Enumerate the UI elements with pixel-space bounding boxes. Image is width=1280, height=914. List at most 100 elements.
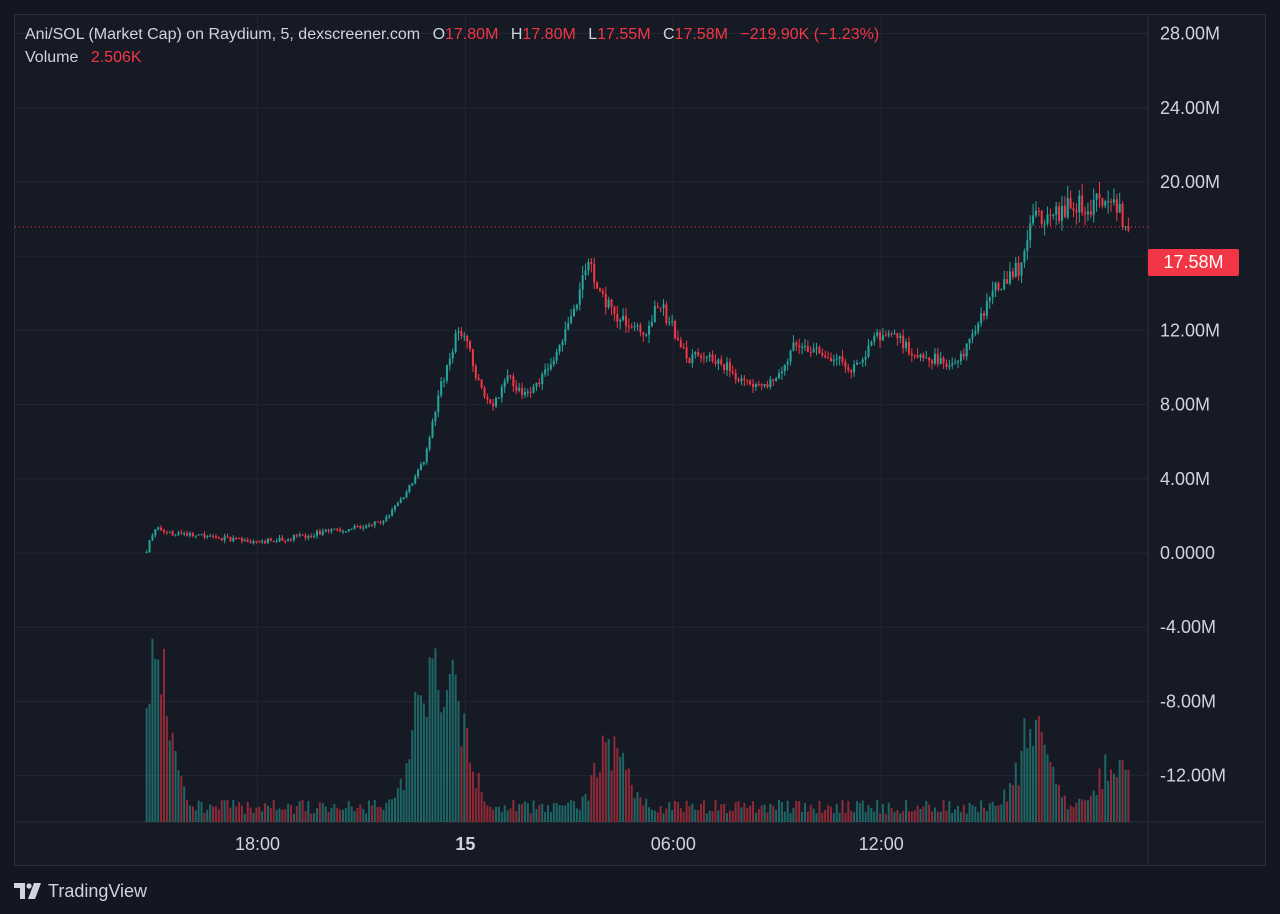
- candlestick-series[interactable]: [145, 181, 1130, 554]
- volume-bar: [316, 808, 319, 822]
- volume-bar: [529, 813, 532, 822]
- volume-bar: [385, 802, 388, 822]
- volume-bar: [307, 801, 310, 822]
- tradingview-branding[interactable]: TradingView: [14, 878, 147, 904]
- volume-bar: [962, 804, 965, 822]
- candle-body: [962, 353, 965, 357]
- candle-body: [945, 363, 948, 367]
- volume-label[interactable]: Volume: [25, 49, 79, 66]
- volume-bar: [951, 813, 954, 822]
- volume-bar: [148, 703, 151, 822]
- volume-bar: [509, 808, 512, 822]
- candle-body: [858, 362, 861, 364]
- close-value: 17.58M: [674, 26, 728, 43]
- volume-bar: [414, 692, 417, 822]
- price-tick-label: 24.00M: [1160, 98, 1220, 118]
- candle-body: [209, 535, 212, 537]
- volume-bar: [858, 803, 861, 822]
- volume-bar: [665, 808, 668, 822]
- volume-bar: [902, 811, 905, 822]
- volume-bar: [165, 716, 168, 822]
- price-axis[interactable]: 28.00M24.00M20.00M16.00M12.00M8.00M4.00M…: [1160, 24, 1226, 786]
- volume-bar: [564, 805, 567, 822]
- volume-bar: [1040, 731, 1043, 822]
- volume-bar: [1115, 777, 1118, 822]
- candle-body: [359, 526, 362, 529]
- candle-body: [552, 360, 555, 365]
- candle-body: [264, 541, 267, 544]
- volume-bar: [1026, 747, 1029, 822]
- candle-body: [336, 528, 339, 530]
- candle-body: [907, 341, 910, 354]
- open-label: O: [432, 26, 446, 43]
- volume-bar: [604, 742, 607, 822]
- volume-bar: [789, 813, 792, 822]
- candle-body: [333, 528, 336, 530]
- volume-bar: [515, 811, 518, 822]
- volume-bar: [682, 812, 685, 822]
- candle-body: [971, 333, 974, 339]
- candle-body: [341, 531, 345, 533]
- candle-body: [546, 368, 550, 370]
- time-axis[interactable]: 18:00 15 06:00 12:00: [235, 834, 904, 854]
- volume-bar: [1118, 759, 1121, 822]
- price-tick-label: 12.00M: [1160, 320, 1220, 340]
- time-tick-label: 06:00: [651, 834, 696, 854]
- volume-bar: [893, 812, 896, 822]
- candle-body: [1086, 211, 1089, 215]
- candle-body: [743, 378, 746, 381]
- candle-body: [676, 338, 679, 341]
- candle-body: [942, 358, 945, 364]
- candle-body: [775, 378, 778, 381]
- volume-bar: [287, 803, 290, 822]
- volume-bar: [1023, 718, 1026, 822]
- candle-body: [991, 290, 994, 298]
- volume-bar: [697, 810, 700, 822]
- candle-body: [414, 476, 417, 484]
- candle-body: [1104, 201, 1107, 206]
- volume-bar: [659, 805, 662, 822]
- candle-body: [434, 412, 437, 422]
- volume-bar: [310, 813, 313, 822]
- candle-body: [844, 361, 847, 368]
- volume-bar: [177, 770, 180, 822]
- candle-body: [968, 338, 971, 344]
- time-tick-label: 18:00: [235, 834, 280, 854]
- volume-bar: [408, 759, 411, 822]
- high-label: H: [510, 26, 523, 43]
- candle-body: [711, 354, 714, 362]
- volume-bar: [801, 812, 804, 822]
- volume-bar: [367, 800, 371, 822]
- volume-bar: [1110, 769, 1113, 822]
- volume-bar: [633, 798, 636, 822]
- volume-bar: [1043, 744, 1046, 822]
- candle-body: [454, 332, 457, 352]
- volume-bar: [968, 803, 971, 822]
- volume-bar: [954, 809, 957, 822]
- candle-body: [959, 353, 962, 362]
- volume-bar: [425, 716, 428, 822]
- symbol-title[interactable]: Ani/SOL (Market Cap) on Raydium, 5, dexs…: [25, 26, 421, 43]
- volume-bar: [933, 807, 936, 822]
- candle-body: [616, 313, 619, 322]
- volume-bar: [1008, 783, 1011, 822]
- volume-bar: [607, 738, 610, 822]
- candle-body: [925, 357, 928, 359]
- candle-body: [1110, 201, 1113, 203]
- volume-bar: [538, 804, 541, 822]
- chart-frame: [14, 14, 1266, 866]
- volume-bar: [676, 802, 679, 822]
- volume-bar: [630, 784, 633, 822]
- candle-body: [1121, 203, 1124, 227]
- volume-bar: [561, 805, 564, 822]
- volume-bar: [370, 805, 373, 822]
- candle-body: [391, 509, 394, 516]
- candle-body: [801, 346, 804, 348]
- volume-bar: [1037, 715, 1040, 822]
- candle-body: [705, 356, 708, 358]
- candle-body: [564, 329, 567, 342]
- candle-body: [870, 341, 873, 346]
- volume-bar: [246, 802, 249, 822]
- candle-body: [515, 386, 518, 391]
